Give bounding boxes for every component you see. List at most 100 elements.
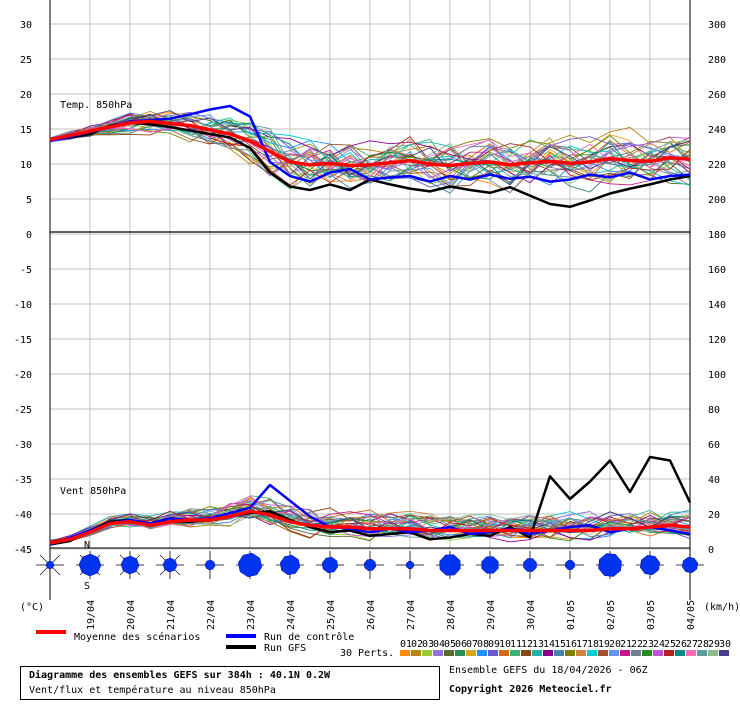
x-tick-label: 29/04 <box>486 600 497 630</box>
pert-color-swatch <box>532 650 542 656</box>
left-tick-label: 10 <box>20 160 32 171</box>
left-tick-label: -5 <box>20 265 32 276</box>
wind-rose <box>78 553 102 577</box>
pert-color-swatch <box>488 650 498 656</box>
wind-rose <box>565 560 575 570</box>
pert-color-swatch <box>444 650 454 656</box>
pert-number-label: 09 <box>488 639 500 650</box>
right-tick-label: 240 <box>708 125 726 136</box>
pert-color-swatch <box>565 650 575 656</box>
x-tick-label: 28/04 <box>446 600 457 630</box>
pert-number-label: 18 <box>587 639 599 650</box>
pert-number-label: 21 <box>620 639 632 650</box>
x-tick-label: 01/05 <box>566 600 577 630</box>
wind-rose <box>45 560 55 570</box>
pert-number-label: 29 <box>708 639 720 650</box>
pert-color-swatch <box>708 650 718 656</box>
pert-color-swatch <box>543 650 553 656</box>
wind-mean-line <box>49 509 691 545</box>
x-tick-label: 03/05 <box>646 600 657 630</box>
pert-number-label: 15 <box>554 639 566 650</box>
wind-rose <box>204 559 216 571</box>
left-axis-unit: (°C) <box>20 602 44 613</box>
wind-rose <box>363 558 377 572</box>
pert-color-swatch <box>499 650 509 656</box>
pert-number-label: 12 <box>521 639 533 650</box>
wind-panel-label: Vent 850hPa <box>60 486 126 497</box>
pert-color-swatch <box>466 650 476 656</box>
wind-pert-line <box>49 495 691 544</box>
pert-number-label: 25 <box>664 639 676 650</box>
pert-color-swatch <box>686 650 696 656</box>
pert-number-label: 20 <box>609 639 621 650</box>
wind-rose <box>640 555 660 575</box>
pert-number-label: 30 <box>719 639 731 650</box>
pert-color-swatch <box>422 650 432 656</box>
right-tick-label: 20 <box>708 510 720 521</box>
pert-color-swatch <box>411 650 421 656</box>
legend-control-label: Run de contrôle <box>264 631 354 643</box>
left-tick-label: -10 <box>14 300 32 311</box>
right-tick-label: 200 <box>708 195 726 206</box>
pert-number-label: 27 <box>686 639 698 650</box>
left-tick-label: 0 <box>26 230 32 241</box>
pert-number-label: 17 <box>576 639 588 650</box>
pert-color-swatch <box>697 650 707 656</box>
pert-number-label: 04 <box>433 639 445 650</box>
wind-north-label: N <box>84 540 90 551</box>
pert-number-label: 11 <box>510 639 522 650</box>
x-tick-label: 20/04 <box>126 600 137 630</box>
temperature-pert-line <box>49 123 691 177</box>
right-tick-label: 40 <box>708 475 720 486</box>
left-tick-label: 5 <box>26 195 32 206</box>
pert-color-swatch <box>433 650 443 656</box>
pert-number-label: 24 <box>653 639 665 650</box>
x-tick-label: 30/04 <box>526 600 537 630</box>
temperature-panel-label: Temp. 850hPa <box>60 100 132 111</box>
legend-control-swatch <box>226 634 256 638</box>
left-tick-label: -35 <box>14 475 32 486</box>
left-tick-label: 30 <box>20 20 32 31</box>
left-tick-label: -25 <box>14 405 32 416</box>
copyright: Copyright 2026 Meteociel.fr <box>449 684 612 695</box>
legend-gfs-label: Run GFS <box>264 643 306 654</box>
pert-number-label: 03 <box>422 639 434 650</box>
right-tick-label: 160 <box>708 265 726 276</box>
pert-color-swatch <box>554 650 564 656</box>
legend-mean-swatch <box>36 630 66 634</box>
wind-rose <box>598 553 622 577</box>
pert-color-swatch <box>576 650 586 656</box>
pert-color-swatch <box>521 650 531 656</box>
pert-number-label: 14 <box>543 639 555 650</box>
pert-color-swatch <box>400 650 410 656</box>
wind-rose <box>321 556 339 574</box>
x-tick-label: 22/04 <box>206 600 217 630</box>
x-tick-label: 04/05 <box>686 600 697 630</box>
x-tick-label: 19/04 <box>86 600 97 630</box>
right-tick-label: 80 <box>708 405 720 416</box>
pert-number-label: 19 <box>598 639 610 650</box>
left-tick-label: -40 <box>14 510 32 521</box>
left-tick-label: 15 <box>20 125 32 136</box>
pert-number-label: 01 <box>400 639 412 650</box>
right-tick-label: 280 <box>708 55 726 66</box>
temperature-mean-line <box>49 119 691 168</box>
left-tick-label: -15 <box>14 335 32 346</box>
pert-color-swatch <box>664 650 674 656</box>
right-tick-label: 0 <box>708 545 714 556</box>
x-tick-label: 26/04 <box>366 600 377 630</box>
chart-title: Diagramme des ensembles GEFS sur 384h : … <box>29 670 331 681</box>
right-tick-label: 60 <box>708 440 720 451</box>
wind-rose <box>481 556 499 574</box>
wind-control-line <box>49 483 691 546</box>
left-tick-label: 20 <box>20 90 32 101</box>
left-tick-label: -45 <box>14 545 32 556</box>
pert-number-label: 10 <box>499 639 511 650</box>
wind-rose <box>681 556 699 574</box>
x-tick-label: 25/04 <box>326 600 337 630</box>
pert-color-swatch <box>642 650 652 656</box>
run-info: Ensemble GEFS du 18/04/2026 - 06Z <box>449 665 648 676</box>
wind-rose <box>162 557 178 573</box>
pert-number-label: 23 <box>642 639 654 650</box>
